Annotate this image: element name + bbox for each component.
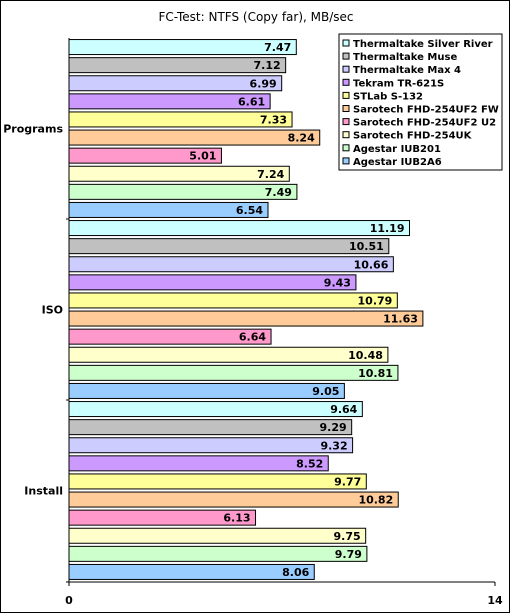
legend-label: Sarotech FHD-254UF2 FW [353, 105, 499, 116]
legend-swatch [342, 157, 350, 165]
data-label: 7.33 [260, 113, 287, 126]
data-label: 9.05 [312, 385, 339, 398]
legend-label: Agestar IUB2A6 [353, 157, 442, 168]
data-label: 7.24 [257, 168, 284, 181]
bar [68, 473, 367, 490]
bar [68, 491, 399, 508]
chart-title: FC-Test: NTFS (Copy far), MB/sec [158, 10, 353, 24]
bar [68, 39, 297, 56]
data-label: 9.43 [324, 276, 351, 289]
x-tick-label: 14 [487, 594, 503, 607]
legend-swatch [342, 65, 350, 73]
bar [68, 437, 354, 454]
data-label: 8.52 [296, 457, 323, 470]
bar [68, 310, 424, 327]
data-label: 8.24 [288, 132, 315, 145]
data-label: 7.49 [265, 186, 292, 199]
legend-swatch [342, 105, 350, 112]
bar [68, 238, 390, 255]
legend-label: Sarotech FHD-254UF2 U2 [353, 118, 496, 129]
legend-swatch [342, 131, 350, 139]
data-label: 5.01 [189, 150, 216, 163]
data-label: 9.75 [334, 530, 361, 543]
legend-label: Thermaltake Silver River [353, 39, 493, 50]
bar [68, 364, 399, 381]
legend-label: Thermaltake Max 4 [353, 65, 461, 76]
bar [68, 382, 345, 399]
bar [68, 455, 329, 472]
data-label: 9.79 [335, 548, 362, 561]
legend-label: STLab S-132 [353, 91, 423, 102]
legend-swatch [342, 91, 350, 99]
bar [68, 256, 394, 273]
bar [68, 545, 368, 562]
data-label: 7.47 [264, 41, 291, 54]
bar [68, 220, 410, 237]
bar [68, 563, 315, 580]
legend: Thermaltake Silver River Thermaltake Muse… [338, 33, 503, 171]
bar [68, 419, 353, 436]
data-label: 11.63 [383, 313, 418, 326]
category-label: Install [24, 485, 63, 498]
legend-label: Sarotech FHD-254UK [353, 131, 473, 142]
bar [68, 346, 389, 363]
data-label: 9.64 [330, 403, 357, 416]
legend-label: Agestar IUB201 [353, 144, 441, 155]
x-tick-label: 0 [65, 594, 73, 607]
data-label: 8.06 [282, 566, 309, 579]
data-label: 10.81 [358, 367, 393, 380]
legend-box [338, 33, 503, 171]
data-label: 6.54 [236, 204, 263, 217]
data-label: 11.19 [370, 222, 405, 235]
bar [68, 274, 357, 291]
legend-swatch [342, 78, 350, 86]
bar [68, 527, 367, 544]
axes-layer: Programs ISO Install 0 14 [3, 38, 503, 607]
bar [68, 292, 398, 309]
data-label: 10.82 [358, 494, 393, 507]
data-label: 10.48 [348, 349, 383, 362]
data-label: 6.99 [250, 77, 277, 90]
legend-swatch [342, 118, 350, 126]
data-label: 6.64 [239, 331, 266, 344]
data-label: 9.29 [320, 421, 347, 434]
bars-layer: 7.47 7.12 6.99 6.61 7.338.24 5.01 7.24 7.496.54… [68, 39, 424, 580]
data-label: 10.66 [354, 258, 389, 271]
bar [68, 401, 363, 418]
data-label: 9.77 [334, 475, 361, 488]
data-label: 10.79 [358, 294, 393, 307]
category-label: ISO [42, 304, 63, 317]
bar [68, 111, 293, 128]
legend-label: Tekram TR-621S [353, 78, 444, 89]
data-label: 9.32 [320, 439, 347, 452]
legend-swatch [342, 39, 350, 47]
legend-swatch [342, 144, 350, 152]
data-label: 6.13 [223, 512, 250, 525]
bar [68, 183, 298, 200]
bar [68, 129, 321, 146]
data-label: 6.61 [238, 95, 265, 108]
legend-label: Thermaltake Muse [353, 52, 457, 63]
category-label: Programs [3, 123, 63, 136]
data-label: 10.51 [349, 240, 384, 253]
legend-swatch [342, 52, 350, 60]
data-label: 7.12 [254, 59, 281, 72]
